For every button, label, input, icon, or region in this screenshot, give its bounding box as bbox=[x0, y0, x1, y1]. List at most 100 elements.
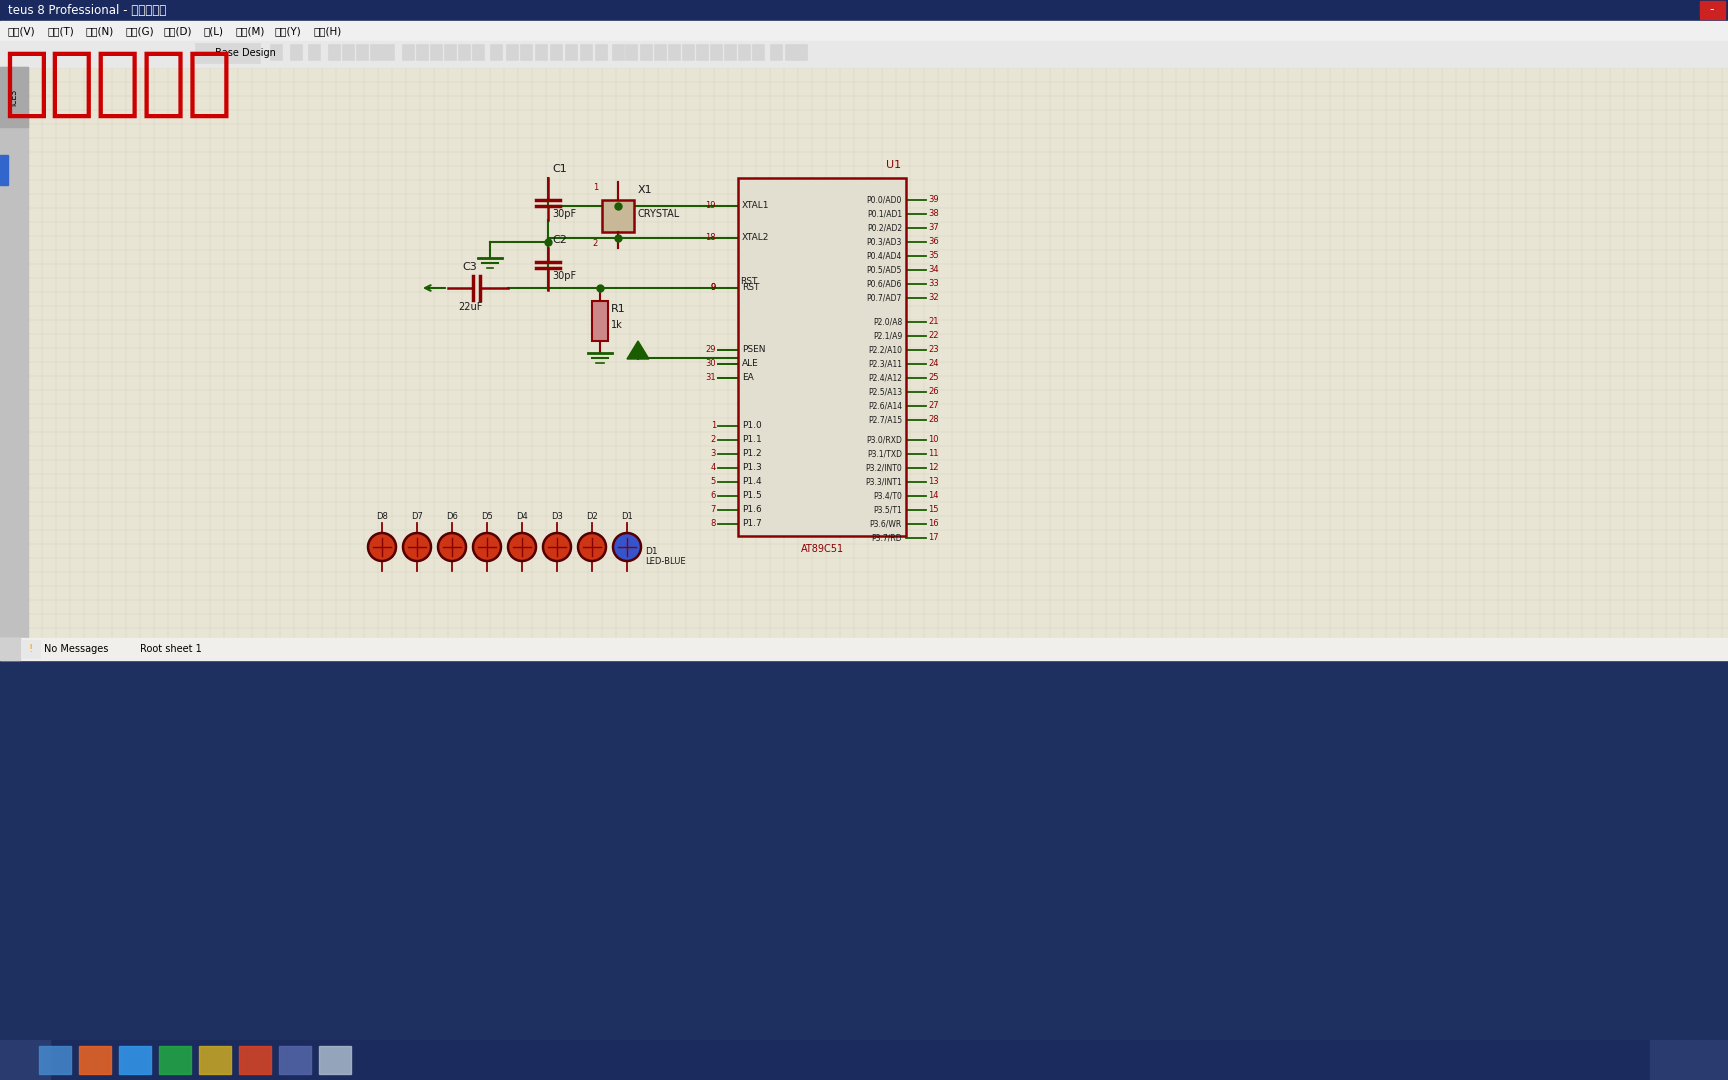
Text: XTAL2: XTAL2 bbox=[741, 233, 769, 243]
Bar bbox=[710, 44, 722, 60]
Bar bbox=[550, 44, 562, 60]
Text: RST: RST bbox=[741, 283, 759, 293]
Text: 2: 2 bbox=[593, 239, 598, 247]
Bar bbox=[683, 44, 695, 60]
Text: 14: 14 bbox=[928, 491, 938, 500]
Text: P0.5/AD5: P0.5/AD5 bbox=[867, 266, 902, 274]
Text: LED-BLUE: LED-BLUE bbox=[645, 556, 686, 566]
Text: P1.3: P1.3 bbox=[741, 463, 762, 473]
Bar bbox=[506, 44, 518, 60]
Text: C1: C1 bbox=[551, 164, 567, 174]
Text: D3: D3 bbox=[551, 512, 563, 521]
Text: R1: R1 bbox=[612, 303, 626, 314]
Bar bbox=[795, 44, 807, 60]
Circle shape bbox=[473, 534, 501, 561]
Text: 25: 25 bbox=[928, 374, 938, 382]
Text: 27: 27 bbox=[928, 402, 938, 410]
Text: D1: D1 bbox=[620, 512, 632, 521]
Bar bbox=[491, 44, 503, 60]
Text: 21: 21 bbox=[928, 318, 938, 326]
Text: 30: 30 bbox=[705, 360, 715, 368]
Text: P2.4/A12: P2.4/A12 bbox=[867, 374, 902, 382]
Text: 单片机实验: 单片机实验 bbox=[3, 48, 232, 121]
Bar bbox=[328, 44, 340, 60]
Bar bbox=[601, 200, 634, 232]
Text: C3: C3 bbox=[463, 262, 477, 272]
Bar bbox=[0, 0, 1728, 21]
Text: 9: 9 bbox=[710, 283, 715, 293]
Bar bbox=[320, 1047, 351, 1074]
Text: P0.1/AD1: P0.1/AD1 bbox=[867, 210, 902, 218]
Text: 17: 17 bbox=[928, 534, 938, 542]
Text: PSEN: PSEN bbox=[741, 346, 766, 354]
Bar bbox=[724, 44, 736, 60]
Circle shape bbox=[577, 534, 607, 561]
Text: 7: 7 bbox=[710, 505, 715, 514]
Bar bbox=[119, 1047, 150, 1074]
Text: 39: 39 bbox=[928, 195, 938, 204]
Text: EA: EA bbox=[741, 374, 753, 382]
Text: 13: 13 bbox=[928, 477, 938, 486]
Text: P2.1/A9: P2.1/A9 bbox=[873, 332, 902, 340]
Text: P3.2/INT0: P3.2/INT0 bbox=[866, 463, 902, 473]
Bar bbox=[195, 43, 259, 63]
Text: CRYSTAL: CRYSTAL bbox=[638, 210, 681, 219]
Bar bbox=[0, 638, 21, 660]
Text: 12: 12 bbox=[928, 463, 938, 473]
Text: Base Design: Base Design bbox=[214, 48, 276, 58]
Text: AT89C51: AT89C51 bbox=[800, 544, 843, 554]
Text: P3.3/INT1: P3.3/INT1 bbox=[866, 477, 902, 486]
Text: No Messages: No Messages bbox=[43, 644, 109, 654]
Text: teus 8 Professional - 原理图绘制: teus 8 Professional - 原理图绘制 bbox=[9, 4, 166, 17]
Text: P1.0: P1.0 bbox=[741, 421, 762, 431]
Text: ALE: ALE bbox=[741, 360, 759, 368]
Text: 18: 18 bbox=[705, 233, 715, 243]
Bar bbox=[738, 178, 905, 536]
Text: P2.3/A11: P2.3/A11 bbox=[867, 360, 902, 368]
Text: 34: 34 bbox=[928, 266, 938, 274]
Bar bbox=[79, 1047, 111, 1074]
Text: C2: C2 bbox=[551, 235, 567, 245]
Text: D4: D4 bbox=[517, 512, 527, 521]
Text: 帮助(H): 帮助(H) bbox=[314, 26, 342, 36]
Bar bbox=[0, 660, 1728, 1040]
Text: Root sheet 1: Root sheet 1 bbox=[140, 644, 202, 654]
Text: X1: X1 bbox=[638, 185, 653, 195]
Text: P0.4/AD4: P0.4/AD4 bbox=[867, 252, 902, 260]
Bar bbox=[696, 44, 708, 60]
Text: 33: 33 bbox=[928, 280, 938, 288]
Text: P1.4: P1.4 bbox=[741, 477, 762, 486]
Bar bbox=[752, 44, 764, 60]
Text: P3.4/T0: P3.4/T0 bbox=[873, 491, 902, 500]
Text: RST: RST bbox=[740, 276, 757, 286]
Bar bbox=[199, 1047, 232, 1074]
Bar bbox=[0, 67, 28, 647]
Text: 2: 2 bbox=[710, 435, 715, 445]
Text: 8: 8 bbox=[710, 519, 715, 528]
Text: 6: 6 bbox=[710, 491, 715, 500]
Text: P0.7/AD7: P0.7/AD7 bbox=[867, 294, 902, 302]
Text: U1: U1 bbox=[886, 160, 900, 170]
Bar bbox=[1650, 1040, 1728, 1080]
Text: D6: D6 bbox=[446, 512, 458, 521]
Text: 11: 11 bbox=[928, 449, 938, 459]
Text: 16: 16 bbox=[928, 519, 938, 528]
Text: 19: 19 bbox=[705, 202, 715, 211]
Text: 24: 24 bbox=[928, 360, 938, 368]
Text: D1: D1 bbox=[645, 546, 658, 555]
Text: P1.2: P1.2 bbox=[741, 449, 762, 459]
Bar bbox=[40, 1047, 71, 1074]
Text: 库(L): 库(L) bbox=[202, 26, 223, 36]
Text: 10: 10 bbox=[928, 435, 938, 445]
Text: P3.5/T1: P3.5/T1 bbox=[873, 505, 902, 514]
Text: 1k: 1k bbox=[612, 320, 622, 330]
Text: 38: 38 bbox=[928, 210, 938, 218]
Text: P2.0/A8: P2.0/A8 bbox=[873, 318, 902, 326]
Text: 1: 1 bbox=[710, 421, 715, 431]
Text: 模式(M): 模式(M) bbox=[235, 26, 264, 36]
Bar bbox=[278, 1047, 311, 1074]
Text: 31: 31 bbox=[705, 374, 715, 382]
Bar bbox=[0, 41, 1728, 67]
Text: 3: 3 bbox=[710, 449, 715, 459]
Text: 9: 9 bbox=[710, 283, 715, 293]
